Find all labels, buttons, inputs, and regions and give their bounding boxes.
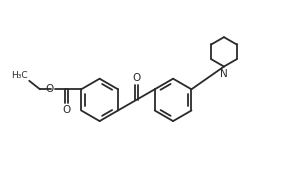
Text: H₃C: H₃C <box>11 71 28 80</box>
Text: N: N <box>220 69 228 79</box>
Text: O: O <box>45 84 54 94</box>
Text: O: O <box>132 73 141 83</box>
Text: O: O <box>62 105 71 115</box>
